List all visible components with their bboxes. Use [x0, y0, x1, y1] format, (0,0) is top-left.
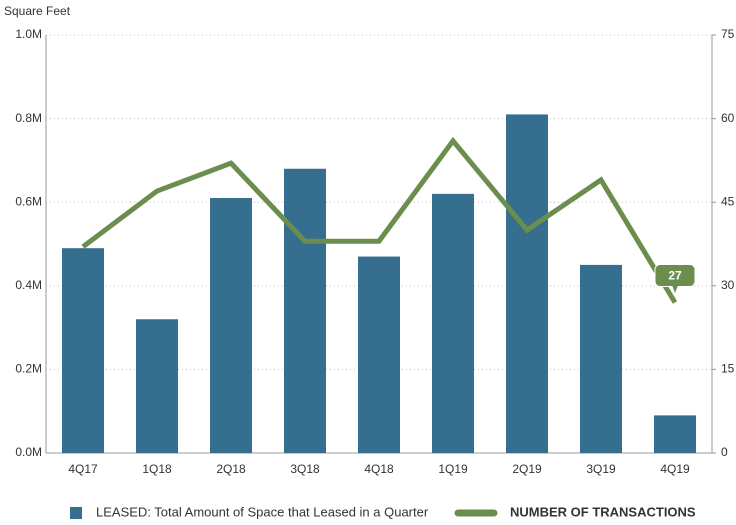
y-tick-label: 0.0M: [15, 445, 42, 459]
data-label: 27: [668, 269, 682, 283]
x-tick-label: 4Q17: [68, 462, 98, 476]
y2-tick-label: 75: [721, 27, 735, 41]
bar: [358, 256, 400, 453]
x-tick-label: 3Q18: [290, 462, 320, 476]
bar: [654, 415, 696, 453]
bar: [506, 114, 548, 454]
y-tick-label: 0.8M: [15, 111, 42, 125]
y2-tick-label: 60: [721, 111, 735, 125]
y2-tick-label: 0: [721, 445, 728, 459]
y2-tick-label: 45: [721, 194, 735, 208]
x-tick-label: 1Q18: [142, 462, 172, 476]
x-tick-label: 4Q18: [364, 462, 394, 476]
legend-swatch: [70, 507, 82, 519]
data-label-box: [654, 264, 696, 296]
bar: [580, 264, 622, 453]
bar: [210, 198, 252, 453]
y-tick-label: 0.2M: [15, 362, 42, 376]
x-tick-label: 4Q19: [660, 462, 690, 476]
y2-tick-label: 30: [721, 278, 735, 292]
bar: [62, 248, 104, 453]
bar: [432, 193, 474, 453]
bar: [136, 319, 178, 453]
x-tick-label: 3Q19: [586, 462, 616, 476]
x-tick-label: 2Q19: [512, 462, 542, 476]
y-axis-label: Square Feet: [4, 4, 71, 18]
y-tick-label: 1.0M: [15, 27, 42, 41]
legend-label: LEASED: Total Amount of Space that Lease…: [96, 504, 429, 519]
x-tick-label: 1Q19: [438, 462, 468, 476]
legend-label: NUMBER OF TRANSACTIONS: [510, 504, 696, 519]
x-tick-label: 2Q18: [216, 462, 246, 476]
line: [81, 136, 678, 304]
y2-tick-label: 15: [721, 362, 735, 376]
y-tick-label: 0.4M: [15, 278, 42, 292]
bar: [284, 168, 326, 453]
y-tick-label: 0.6M: [15, 194, 42, 208]
